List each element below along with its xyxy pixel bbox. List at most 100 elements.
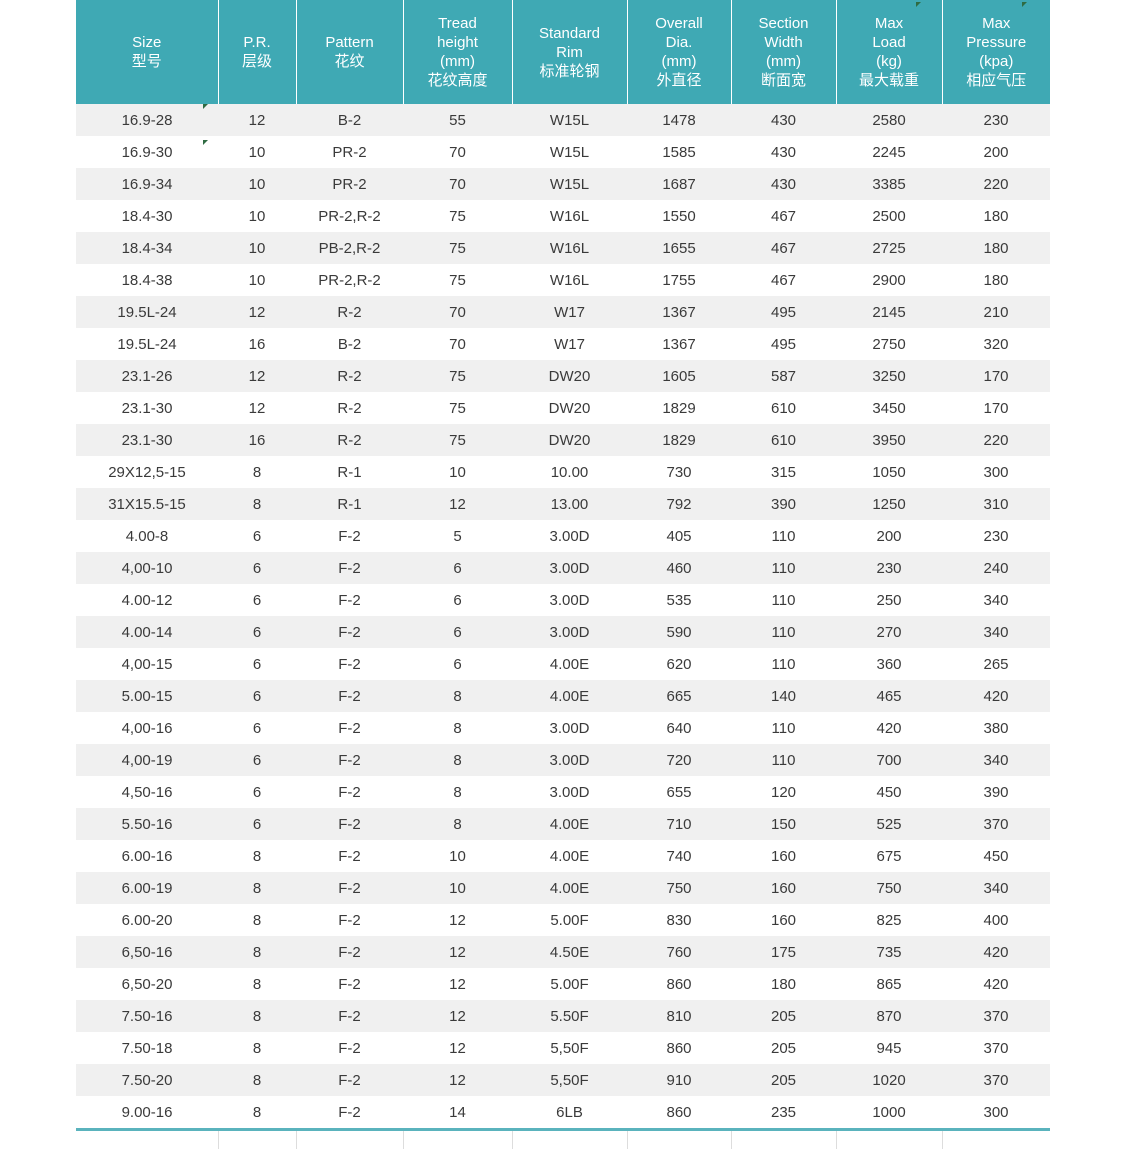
cell-size[interactable]: 29X12,5-15: [76, 456, 218, 488]
cell-rim[interactable]: W16L: [512, 232, 627, 264]
cell-load[interactable]: 700: [836, 744, 942, 776]
cell-pressure[interactable]: 340: [942, 584, 1050, 616]
cell-dia[interactable]: 910: [627, 1064, 731, 1096]
cell-pattern[interactable]: PR-2: [296, 136, 403, 168]
cell-pr[interactable]: 8: [218, 488, 296, 520]
cell-pressure[interactable]: 400: [942, 904, 1050, 936]
cell-pr[interactable]: 6: [218, 744, 296, 776]
cell-pattern[interactable]: F-2: [296, 1064, 403, 1096]
cell-pressure[interactable]: 300: [942, 1096, 1050, 1131]
column-header-pattern[interactable]: Pattern 花纹: [296, 0, 404, 104]
cell-rim[interactable]: 4.00E: [512, 680, 627, 712]
cell-rim[interactable]: 3.00D: [512, 552, 627, 584]
table-row[interactable]: 6,50-16 8 F-2 12 4.50E 760 175 735 420: [76, 936, 1050, 968]
cell-rim[interactable]: 3.00D: [512, 520, 627, 552]
cell-tread[interactable]: 6: [403, 552, 512, 584]
cell-load[interactable]: 230: [836, 552, 942, 584]
cell-tread[interactable]: 12: [403, 1000, 512, 1032]
cell-load[interactable]: 1050: [836, 456, 942, 488]
cell-pattern[interactable]: R-2: [296, 296, 403, 328]
cell-load[interactable]: 450: [836, 776, 942, 808]
cell-pattern[interactable]: PR-2,R-2: [296, 264, 403, 296]
cell-width[interactable]: 110: [731, 616, 836, 648]
cell-load[interactable]: 3385: [836, 168, 942, 200]
cell-tread[interactable]: 12: [403, 904, 512, 936]
cell-tread[interactable]: 12: [403, 488, 512, 520]
cell-pressure[interactable]: 180: [942, 232, 1050, 264]
cell-dia[interactable]: 1367: [627, 296, 731, 328]
table-row[interactable]: 6.00-20 8 F-2 12 5.00F 830 160 825 400: [76, 904, 1050, 936]
cell-width[interactable]: 610: [731, 392, 836, 424]
cell-load[interactable]: 825: [836, 904, 942, 936]
cell-pr[interactable]: 10: [218, 264, 296, 296]
cell-width[interactable]: 160: [731, 872, 836, 904]
cell-load[interactable]: 2725: [836, 232, 942, 264]
cell-pressure[interactable]: 170: [942, 392, 1050, 424]
cell-size[interactable]: 4,50-16: [76, 776, 218, 808]
cell-dia[interactable]: 860: [627, 1032, 731, 1064]
table-row[interactable]: 4,50-16 6 F-2 8 3.00D 655 120 450 390: [76, 776, 1050, 808]
table-row[interactable]: 31X15.5-15 8 R-1 12 13.00 792 390 1250 310: [76, 488, 1050, 520]
cell-width[interactable]: 160: [731, 840, 836, 872]
cell-pr[interactable]: 6: [218, 552, 296, 584]
cell-dia[interactable]: 620: [627, 648, 731, 680]
cell-tread[interactable]: 75: [403, 200, 512, 232]
cell-pattern[interactable]: F-2: [296, 520, 403, 552]
cell-rim[interactable]: 13.00: [512, 488, 627, 520]
column-header-rim[interactable]: Standard Rim 标准轮钢: [512, 0, 628, 104]
cell-pressure[interactable]: 450: [942, 840, 1050, 872]
table-row[interactable]: 4.00-12 6 F-2 6 3.00D 535 110 250 340: [76, 584, 1050, 616]
cell-pattern[interactable]: F-2: [296, 968, 403, 1000]
cell-size[interactable]: 16.9-28: [76, 104, 218, 136]
cell-pattern[interactable]: F-2: [296, 808, 403, 840]
column-header-load[interactable]: Max Load (kg) 最大载重: [836, 0, 943, 104]
cell-tread[interactable]: 6: [403, 648, 512, 680]
cell-dia[interactable]: 1829: [627, 392, 731, 424]
table-row[interactable]: 7.50-18 8 F-2 12 5,50F 860 205 945 370: [76, 1032, 1050, 1064]
cell-width[interactable]: 175: [731, 936, 836, 968]
cell-width[interactable]: 495: [731, 296, 836, 328]
cell-dia[interactable]: 710: [627, 808, 731, 840]
table-row[interactable]: 5.00-15 6 F-2 8 4.00E 665 140 465 420: [76, 680, 1050, 712]
cell-tread[interactable]: 75: [403, 360, 512, 392]
cell-tread[interactable]: 8: [403, 808, 512, 840]
cell-rim[interactable]: 5.00F: [512, 968, 627, 1000]
cell-pressure[interactable]: 370: [942, 1064, 1050, 1096]
cell-size[interactable]: 31X15.5-15: [76, 488, 218, 520]
cell-pressure[interactable]: 210: [942, 296, 1050, 328]
cell-size[interactable]: 6,50-20: [76, 968, 218, 1000]
cell-width[interactable]: 110: [731, 520, 836, 552]
cell-width[interactable]: 205: [731, 1000, 836, 1032]
cell-size[interactable]: 19.5L-24: [76, 328, 218, 360]
cell-width[interactable]: 205: [731, 1032, 836, 1064]
cell-pattern[interactable]: F-2: [296, 552, 403, 584]
cell-dia[interactable]: 590: [627, 616, 731, 648]
cell-tread[interactable]: 5: [403, 520, 512, 552]
cell-dia[interactable]: 460: [627, 552, 731, 584]
cell-width[interactable]: 180: [731, 968, 836, 1000]
cell-pattern[interactable]: F-2: [296, 776, 403, 808]
cell-pressure[interactable]: 420: [942, 680, 1050, 712]
cell-dia[interactable]: 1655: [627, 232, 731, 264]
cell-pattern[interactable]: F-2: [296, 1000, 403, 1032]
cell-pr[interactable]: 12: [218, 360, 296, 392]
table-row[interactable]: 4.00-8 6 F-2 5 3.00D 405 110 200 230: [76, 520, 1050, 552]
cell-load[interactable]: 250: [836, 584, 942, 616]
cell-tread[interactable]: 70: [403, 296, 512, 328]
cell-pressure[interactable]: 340: [942, 744, 1050, 776]
cell-pattern[interactable]: PB-2,R-2: [296, 232, 403, 264]
cell-pattern[interactable]: R-1: [296, 456, 403, 488]
cell-width[interactable]: 235: [731, 1096, 836, 1131]
cell-dia[interactable]: 655: [627, 776, 731, 808]
cell-width[interactable]: 110: [731, 648, 836, 680]
cell-tread[interactable]: 14: [403, 1096, 512, 1131]
cell-pr[interactable]: 6: [218, 520, 296, 552]
cell-pressure[interactable]: 230: [942, 520, 1050, 552]
cell-width[interactable]: 205: [731, 1064, 836, 1096]
cell-load[interactable]: 200: [836, 520, 942, 552]
cell-pressure[interactable]: 390: [942, 776, 1050, 808]
table-row[interactable]: 23.1-26 12 R-2 75 DW20 1605 587 3250 170: [76, 360, 1050, 392]
cell-pressure[interactable]: 380: [942, 712, 1050, 744]
cell-pressure[interactable]: 220: [942, 424, 1050, 456]
cell-rim[interactable]: W15L: [512, 168, 627, 200]
